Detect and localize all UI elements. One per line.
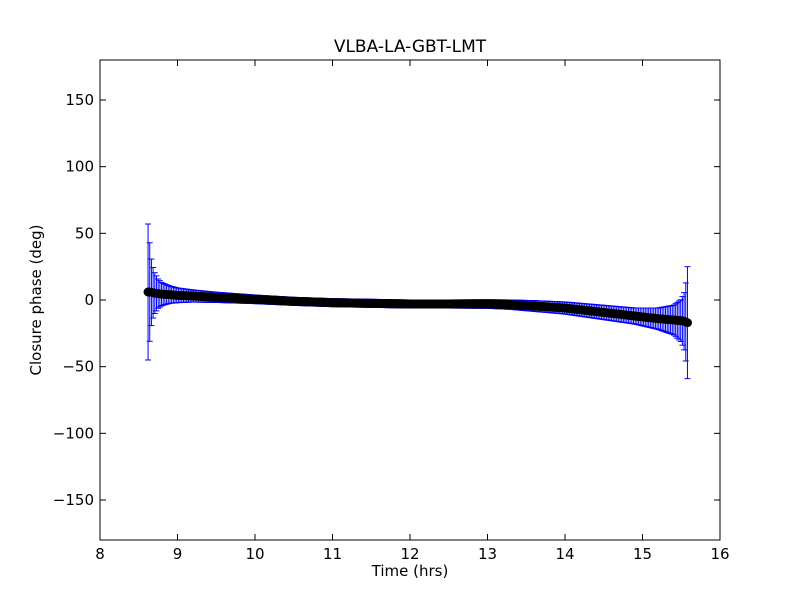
y-tick-label: 50 [75,224,94,242]
x-tick-label: 8 [95,545,105,563]
x-axis-label: Time (hrs) [371,562,449,580]
chart-title: VLBA-LA-GBT-LMT [334,37,487,57]
y-axis-label: Closure phase (deg) [27,225,45,376]
x-tick-label: 12 [400,545,419,563]
x-tick-label: 9 [173,545,183,563]
data-point [682,318,692,328]
x-tick-label: 11 [323,545,342,563]
data-series [143,223,692,380]
y-tick-label: −100 [53,424,94,442]
y-tick-label: −150 [53,491,94,509]
x-tick-label: 14 [555,545,574,563]
y-tick-label: 0 [84,291,94,309]
x-tick-label: 10 [245,545,264,563]
y-axis-ticks: −150 −100 −50 0 50 100 150 [53,91,720,509]
y-tick-label: 150 [65,91,94,109]
x-tick-label: 16 [710,545,729,563]
x-tick-label: 15 [633,545,652,563]
x-tick-label: 13 [478,545,497,563]
data-markers [143,287,692,328]
x-axis-ticks: 8 9 10 11 12 13 14 15 16 [95,60,730,563]
y-tick-label: −50 [62,358,94,376]
y-tick-label: 100 [65,158,94,176]
